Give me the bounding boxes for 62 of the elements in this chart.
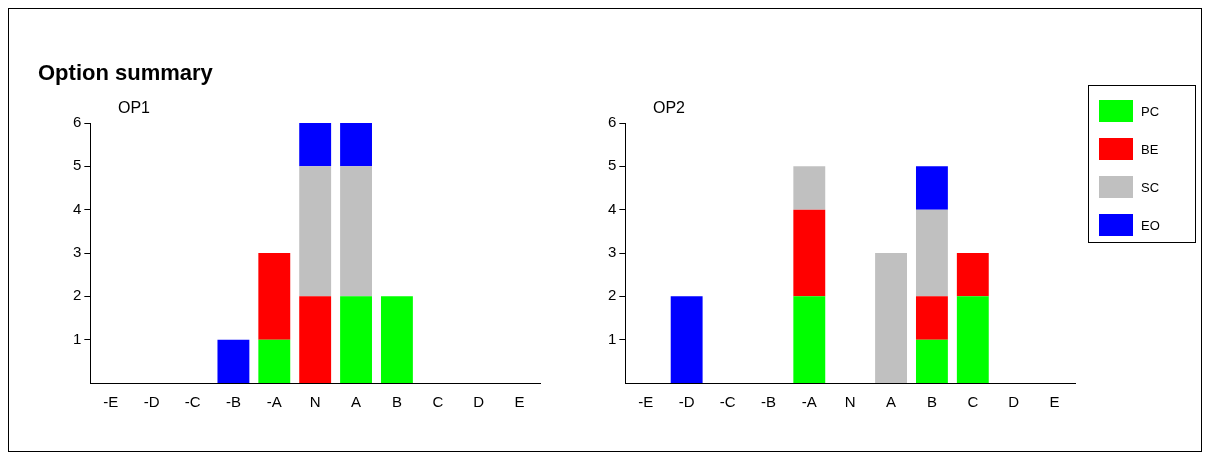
bar — [299, 123, 332, 167]
x-tick-label: -E — [638, 393, 654, 411]
x-tick-label: -A — [801, 393, 817, 411]
x-tick-label: -B — [225, 393, 241, 411]
x-tick-label: A — [886, 393, 897, 411]
bar — [915, 296, 948, 340]
y-tick-label: 3 — [73, 243, 82, 261]
x-tick-label: -C — [719, 393, 736, 411]
y-tick-label: 6 — [73, 113, 82, 131]
bar — [340, 123, 372, 167]
x-tick-label: -B — [760, 393, 776, 411]
chart-subtitle: OP2 — [653, 99, 686, 117]
x-tick-label: -D — [678, 393, 695, 411]
bar — [217, 339, 250, 383]
bar — [258, 253, 291, 340]
x-tick-label: C — [432, 393, 444, 411]
x-tick-label: -A — [266, 393, 282, 411]
bar — [915, 339, 948, 383]
x-tick-label: D — [473, 393, 485, 411]
chart-title: Option summary — [38, 60, 213, 86]
x-tick-label: B — [391, 393, 402, 411]
bar — [915, 166, 948, 210]
x-tick-label: N — [844, 393, 856, 411]
y-tick-label: 4 — [73, 199, 82, 217]
legend-label: EO — [1141, 217, 1160, 233]
x-tick-label: D — [1008, 393, 1020, 411]
bar — [956, 296, 989, 383]
bar — [258, 339, 291, 383]
x-tick-label: E — [514, 393, 525, 411]
x-tick-label: A — [351, 393, 362, 411]
legend-label: PC — [1141, 103, 1160, 119]
x-tick-label: C — [967, 393, 979, 411]
legend-label: BE — [1141, 141, 1159, 157]
y-tick-label: 1 — [73, 329, 82, 347]
bar — [875, 253, 907, 383]
bar — [670, 296, 703, 383]
y-tick-label: 2 — [608, 286, 617, 304]
x-tick-label: N — [309, 393, 321, 411]
bar — [340, 166, 372, 297]
y-tick-label: 4 — [608, 199, 617, 217]
legend-label: SC — [1141, 179, 1160, 195]
bar — [380, 296, 413, 383]
y-tick-label: 1 — [608, 329, 617, 347]
x-tick-label: -C — [184, 393, 201, 411]
bar — [956, 253, 989, 297]
bar — [915, 209, 948, 297]
bar — [793, 209, 826, 297]
y-tick-label: 6 — [608, 113, 617, 131]
x-tick-label: E — [1049, 393, 1060, 411]
chart-subtitle: OP1 — [118, 99, 151, 117]
y-tick-label: 3 — [608, 243, 617, 261]
x-tick-label: B — [926, 393, 937, 411]
bar — [340, 296, 372, 383]
bar — [793, 296, 826, 383]
x-tick-label: -D — [143, 393, 160, 411]
bar — [299, 296, 332, 383]
y-tick-label: 2 — [73, 286, 82, 304]
bar — [299, 166, 332, 297]
y-tick-label: 5 — [73, 156, 82, 174]
y-tick-label: 5 — [608, 156, 617, 174]
x-tick-label: -E — [103, 393, 119, 411]
bar — [793, 166, 826, 210]
